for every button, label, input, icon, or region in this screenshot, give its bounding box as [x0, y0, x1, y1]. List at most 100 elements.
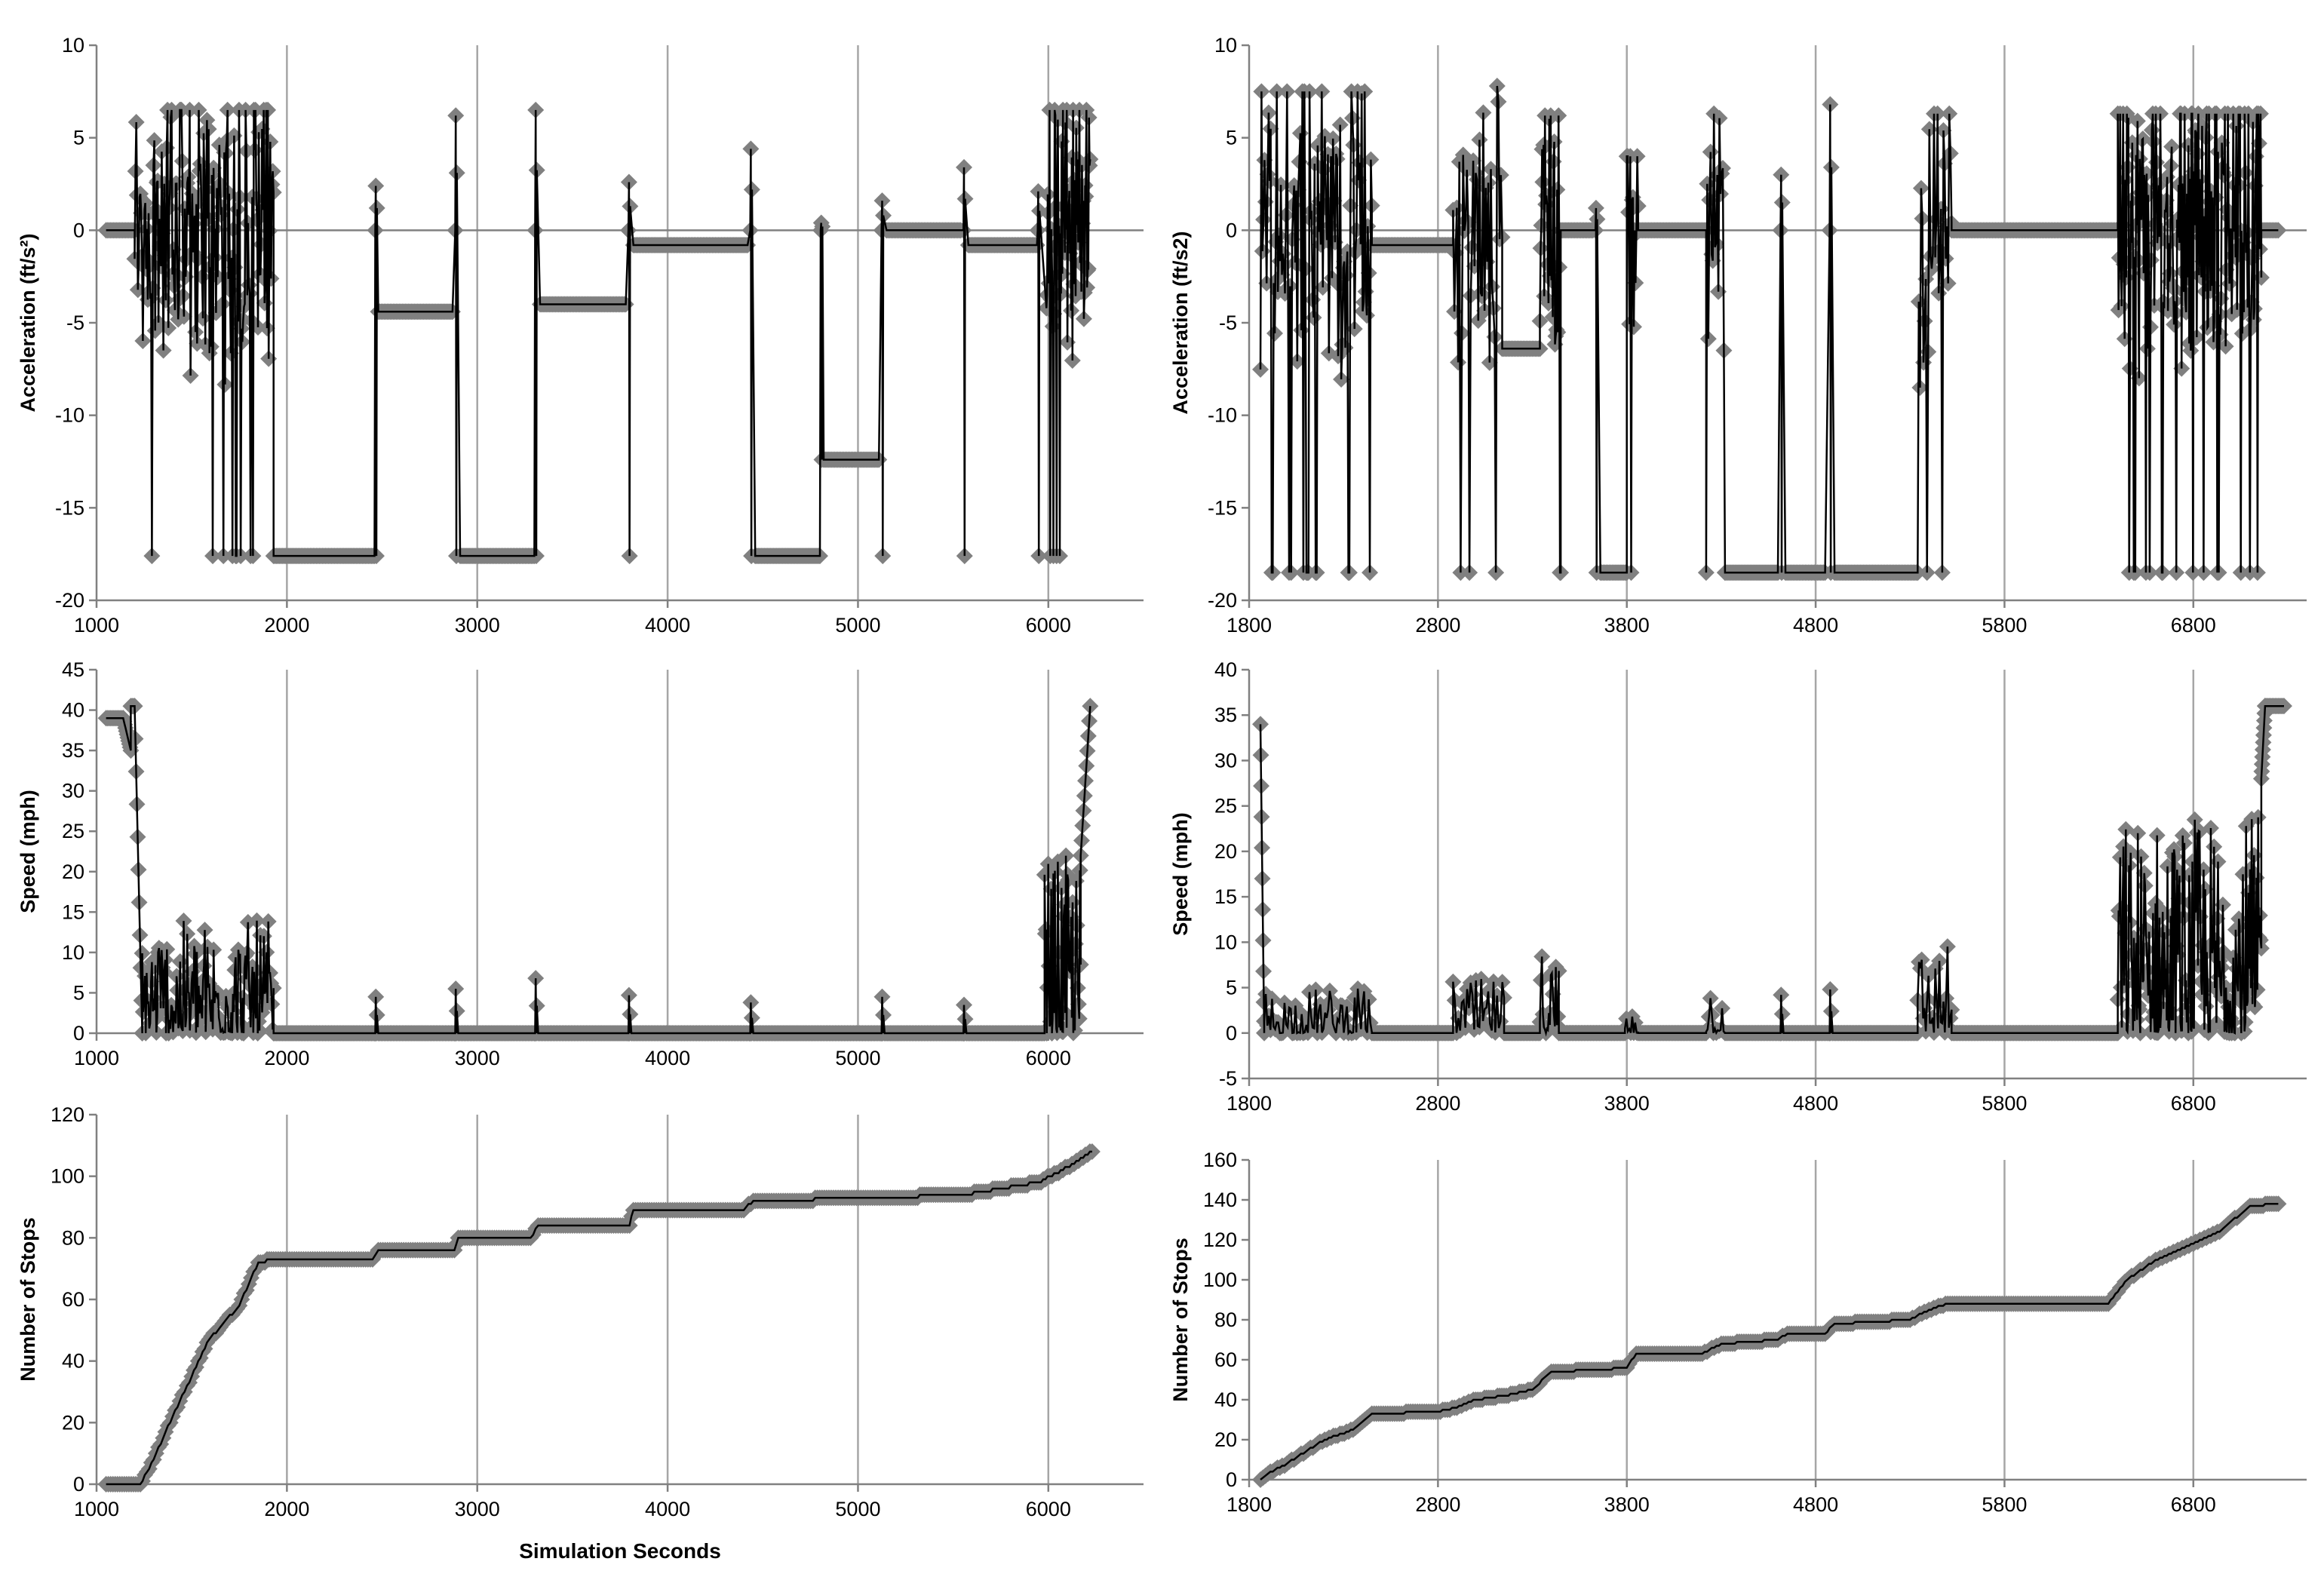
x-tick-label: 2000 — [264, 614, 309, 637]
y-tick-label: 45 — [62, 658, 84, 681]
x-tick-label: 3800 — [1604, 1493, 1650, 1516]
data-point — [1481, 354, 1498, 371]
x-tick-label: 6800 — [2171, 1493, 2216, 1516]
data-point — [219, 101, 236, 118]
y-tick-label: 15 — [1214, 885, 1237, 908]
y-tick-label: 0 — [1226, 219, 1237, 241]
data-point — [1252, 716, 1269, 733]
data-point — [2163, 138, 2181, 155]
data-point — [181, 101, 198, 118]
series-markers — [97, 698, 1099, 1042]
series-markers — [97, 101, 1099, 565]
y-tick-label: 100 — [51, 1165, 84, 1188]
y-axis-label: Number of Stops — [17, 1217, 39, 1382]
data-point — [1941, 105, 1958, 122]
y-tick-label: 0 — [73, 1473, 84, 1496]
series-line — [1260, 1203, 2279, 1480]
x-tick-label: 2800 — [1415, 1092, 1460, 1115]
series-line — [106, 704, 1091, 1035]
data-point — [1030, 548, 1048, 565]
y-tick-label: -5 — [66, 311, 84, 334]
x-tick-label: 3800 — [1604, 1092, 1650, 1115]
data-point — [1331, 116, 1349, 133]
x-tick-label: 1800 — [1226, 1092, 1272, 1115]
chart-stops-right: 0 20 40 60 80 100 120 140 160 1800 2800 3800 4800 580… — [1169, 1149, 2307, 1516]
y-tick-label: -5 — [1219, 311, 1237, 334]
data-point — [215, 548, 232, 565]
y-tick-label: 60 — [62, 1288, 84, 1311]
data-point — [216, 376, 234, 393]
x-tick-label: 6000 — [1026, 614, 1071, 637]
data-point — [743, 181, 760, 198]
y-tick-label: 80 — [1214, 1308, 1237, 1331]
x-tick-label: 1000 — [74, 1047, 119, 1069]
data-point — [158, 940, 176, 958]
x-tick-label: 3800 — [1604, 614, 1650, 637]
series-line — [1259, 704, 2284, 1037]
y-tick-label: 20 — [62, 861, 84, 883]
data-point — [143, 548, 161, 565]
y-tick-label: 120 — [1203, 1229, 1237, 1251]
data-point — [1051, 548, 1068, 565]
x-tick-label: 1800 — [1226, 1493, 1272, 1516]
y-axis-label: Acceleration (ft/s²) — [17, 233, 39, 412]
data-point — [873, 192, 891, 210]
data-point — [1912, 179, 1930, 197]
y-tick-label: 25 — [1214, 795, 1237, 818]
x-tick-label: 1000 — [74, 1498, 119, 1520]
y-tick-label: 35 — [1214, 704, 1237, 726]
x-tick-label: 4800 — [1793, 1493, 1838, 1516]
data-point — [2270, 1195, 2287, 1213]
data-point — [194, 310, 211, 327]
data-point — [2138, 340, 2156, 357]
y-tick-label: 35 — [62, 739, 84, 762]
y-tick-label: 10 — [1214, 34, 1237, 57]
data-point — [200, 121, 217, 138]
data-point — [204, 548, 222, 565]
series-line — [1259, 85, 2279, 574]
chart-speed-left: 0 5 10 15 20 25 30 35 40 45 1000 2000 3000 4000 5000 60… — [17, 658, 1144, 1069]
data-point — [367, 548, 385, 565]
data-point — [367, 177, 385, 195]
data-point — [1822, 980, 1839, 998]
y-tick-label: -5 — [1219, 1067, 1237, 1090]
x-tick-label: 3000 — [455, 1047, 500, 1069]
data-point — [2208, 105, 2225, 122]
x-tick-label: 6800 — [2171, 1092, 2216, 1115]
x-tick-label: 4800 — [1793, 1092, 1838, 1115]
data-point — [1288, 353, 1306, 370]
y-tick-label: 0 — [1226, 1468, 1237, 1491]
y-tick-label: 30 — [1214, 749, 1237, 772]
chart-acc-right: -20 -15 -10 -5 0 5 10 1800 2800 3800 4800 5800 6800 A… — [1169, 34, 2307, 637]
x-tick-label: 3000 — [455, 1498, 500, 1520]
data-point — [244, 548, 262, 565]
x-tick-label: 6000 — [1026, 1498, 1071, 1520]
x-tick-label: 1800 — [1226, 614, 1272, 637]
chart-speed-right: -5 0 5 10 15 20 25 30 35 40 1800 2800 3800 4800 5800 68… — [1169, 658, 2307, 1115]
x-tick-label: 5800 — [1982, 614, 2027, 637]
x-tick-label: 4000 — [645, 614, 690, 637]
y-tick-label: 0 — [1226, 1022, 1237, 1045]
x-tick-label: 2800 — [1415, 1493, 1460, 1516]
x-tick-label: 5000 — [835, 1047, 880, 1069]
data-point — [742, 140, 760, 158]
data-point — [956, 548, 973, 565]
y-tick-label: 40 — [62, 1350, 84, 1373]
y-tick-label: 20 — [1214, 1428, 1237, 1451]
y-tick-label: 20 — [1214, 840, 1237, 863]
series-markers — [1252, 1195, 2287, 1488]
y-tick-label: 15 — [62, 900, 84, 923]
x-tick-label: 4000 — [645, 1498, 690, 1520]
data-point — [134, 944, 151, 962]
y-tick-label: 5 — [1226, 127, 1237, 149]
x-tick-label: 1000 — [74, 614, 119, 637]
data-point — [175, 913, 192, 930]
data-point — [621, 548, 638, 565]
y-tick-label: 5 — [73, 981, 84, 1004]
x-axis-label: Simulation Seconds — [519, 1539, 721, 1563]
data-point — [527, 101, 545, 118]
x-tick-label: 4000 — [645, 1047, 690, 1069]
data-point — [1082, 698, 1099, 715]
chart-acc-left: -20 -15 -10 -5 0 5 10 1000 2000 3000 4000 5000 6000 A… — [17, 34, 1144, 637]
series-line — [106, 109, 1091, 557]
